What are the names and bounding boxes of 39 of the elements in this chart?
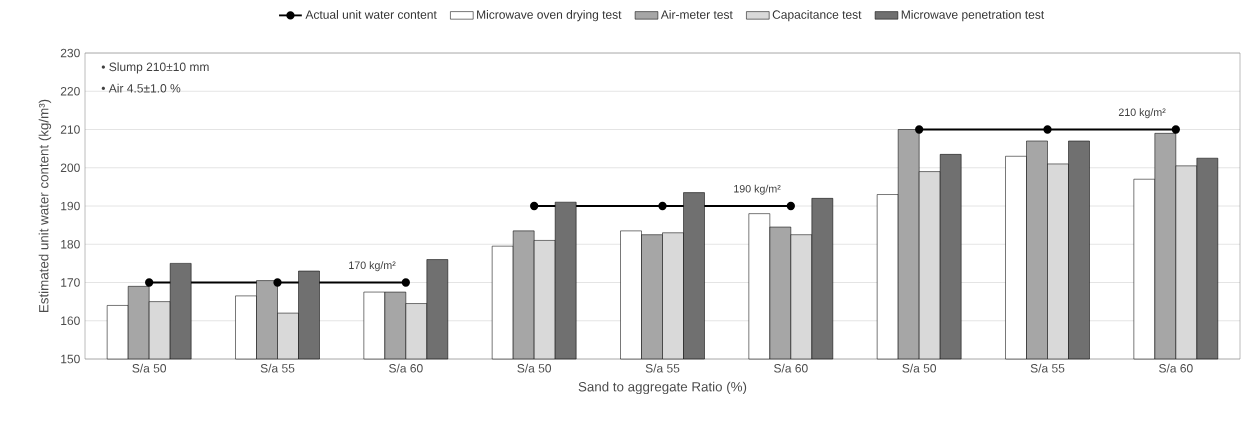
point <box>401 278 410 287</box>
annotation: 190 kg/m² <box>734 184 781 195</box>
point <box>658 201 667 211</box>
x-axis-title: Sand to aggregate Ratio (%) <box>578 381 747 395</box>
x-tick-label: S/a 60 <box>389 363 423 373</box>
y-tick-label: 170 <box>61 278 80 287</box>
x-tick-label: S/a 60 <box>1159 363 1193 373</box>
y-tick-label: 190 <box>61 201 80 211</box>
point <box>915 125 924 134</box>
point <box>530 201 539 211</box>
y-axis-title: Estimated unit water content (kg/m³) <box>38 99 52 312</box>
y-tick-label: 220 <box>60 87 80 96</box>
point <box>145 278 154 287</box>
legend-label: Microwave oven drying test <box>477 10 622 22</box>
point <box>273 278 282 287</box>
legend-label: Capacitance test <box>772 10 862 22</box>
x-tick-label: S/a 50 <box>517 363 552 373</box>
point <box>1171 125 1180 134</box>
y-tick-label: 200 <box>60 163 80 173</box>
x-tick-label: S/a 50 <box>902 363 937 373</box>
y-tick-label: 180 <box>61 240 80 249</box>
legend-label: Actual unit water content <box>305 10 437 19</box>
y-tick-label: 210 <box>60 125 80 134</box>
annotation: 210 kg/m² <box>1118 108 1166 119</box>
x-tick-label: S/a 60 <box>774 363 808 373</box>
x-tick-label: S/a 55 <box>645 363 680 373</box>
annotation: • Slump 210±10 mm <box>101 62 209 74</box>
annotation: • Air 4.5±1.0 % <box>101 83 181 93</box>
x-tick-label: S/a 55 <box>1030 363 1065 373</box>
legend-label: Air-meter test <box>660 10 733 19</box>
x-tick-label: S/a 55 <box>260 363 295 373</box>
point <box>786 201 795 211</box>
x-tick-label: S/a 50 <box>132 363 167 373</box>
y-tick-label: 230 <box>60 48 80 58</box>
point <box>1043 125 1052 134</box>
y-tick-label: 150 <box>61 354 80 364</box>
y-tick-label: 160 <box>61 316 80 326</box>
legend-label: Microwave penetration test <box>901 10 1045 22</box>
annotation: 170 kg/m² <box>349 261 396 272</box>
